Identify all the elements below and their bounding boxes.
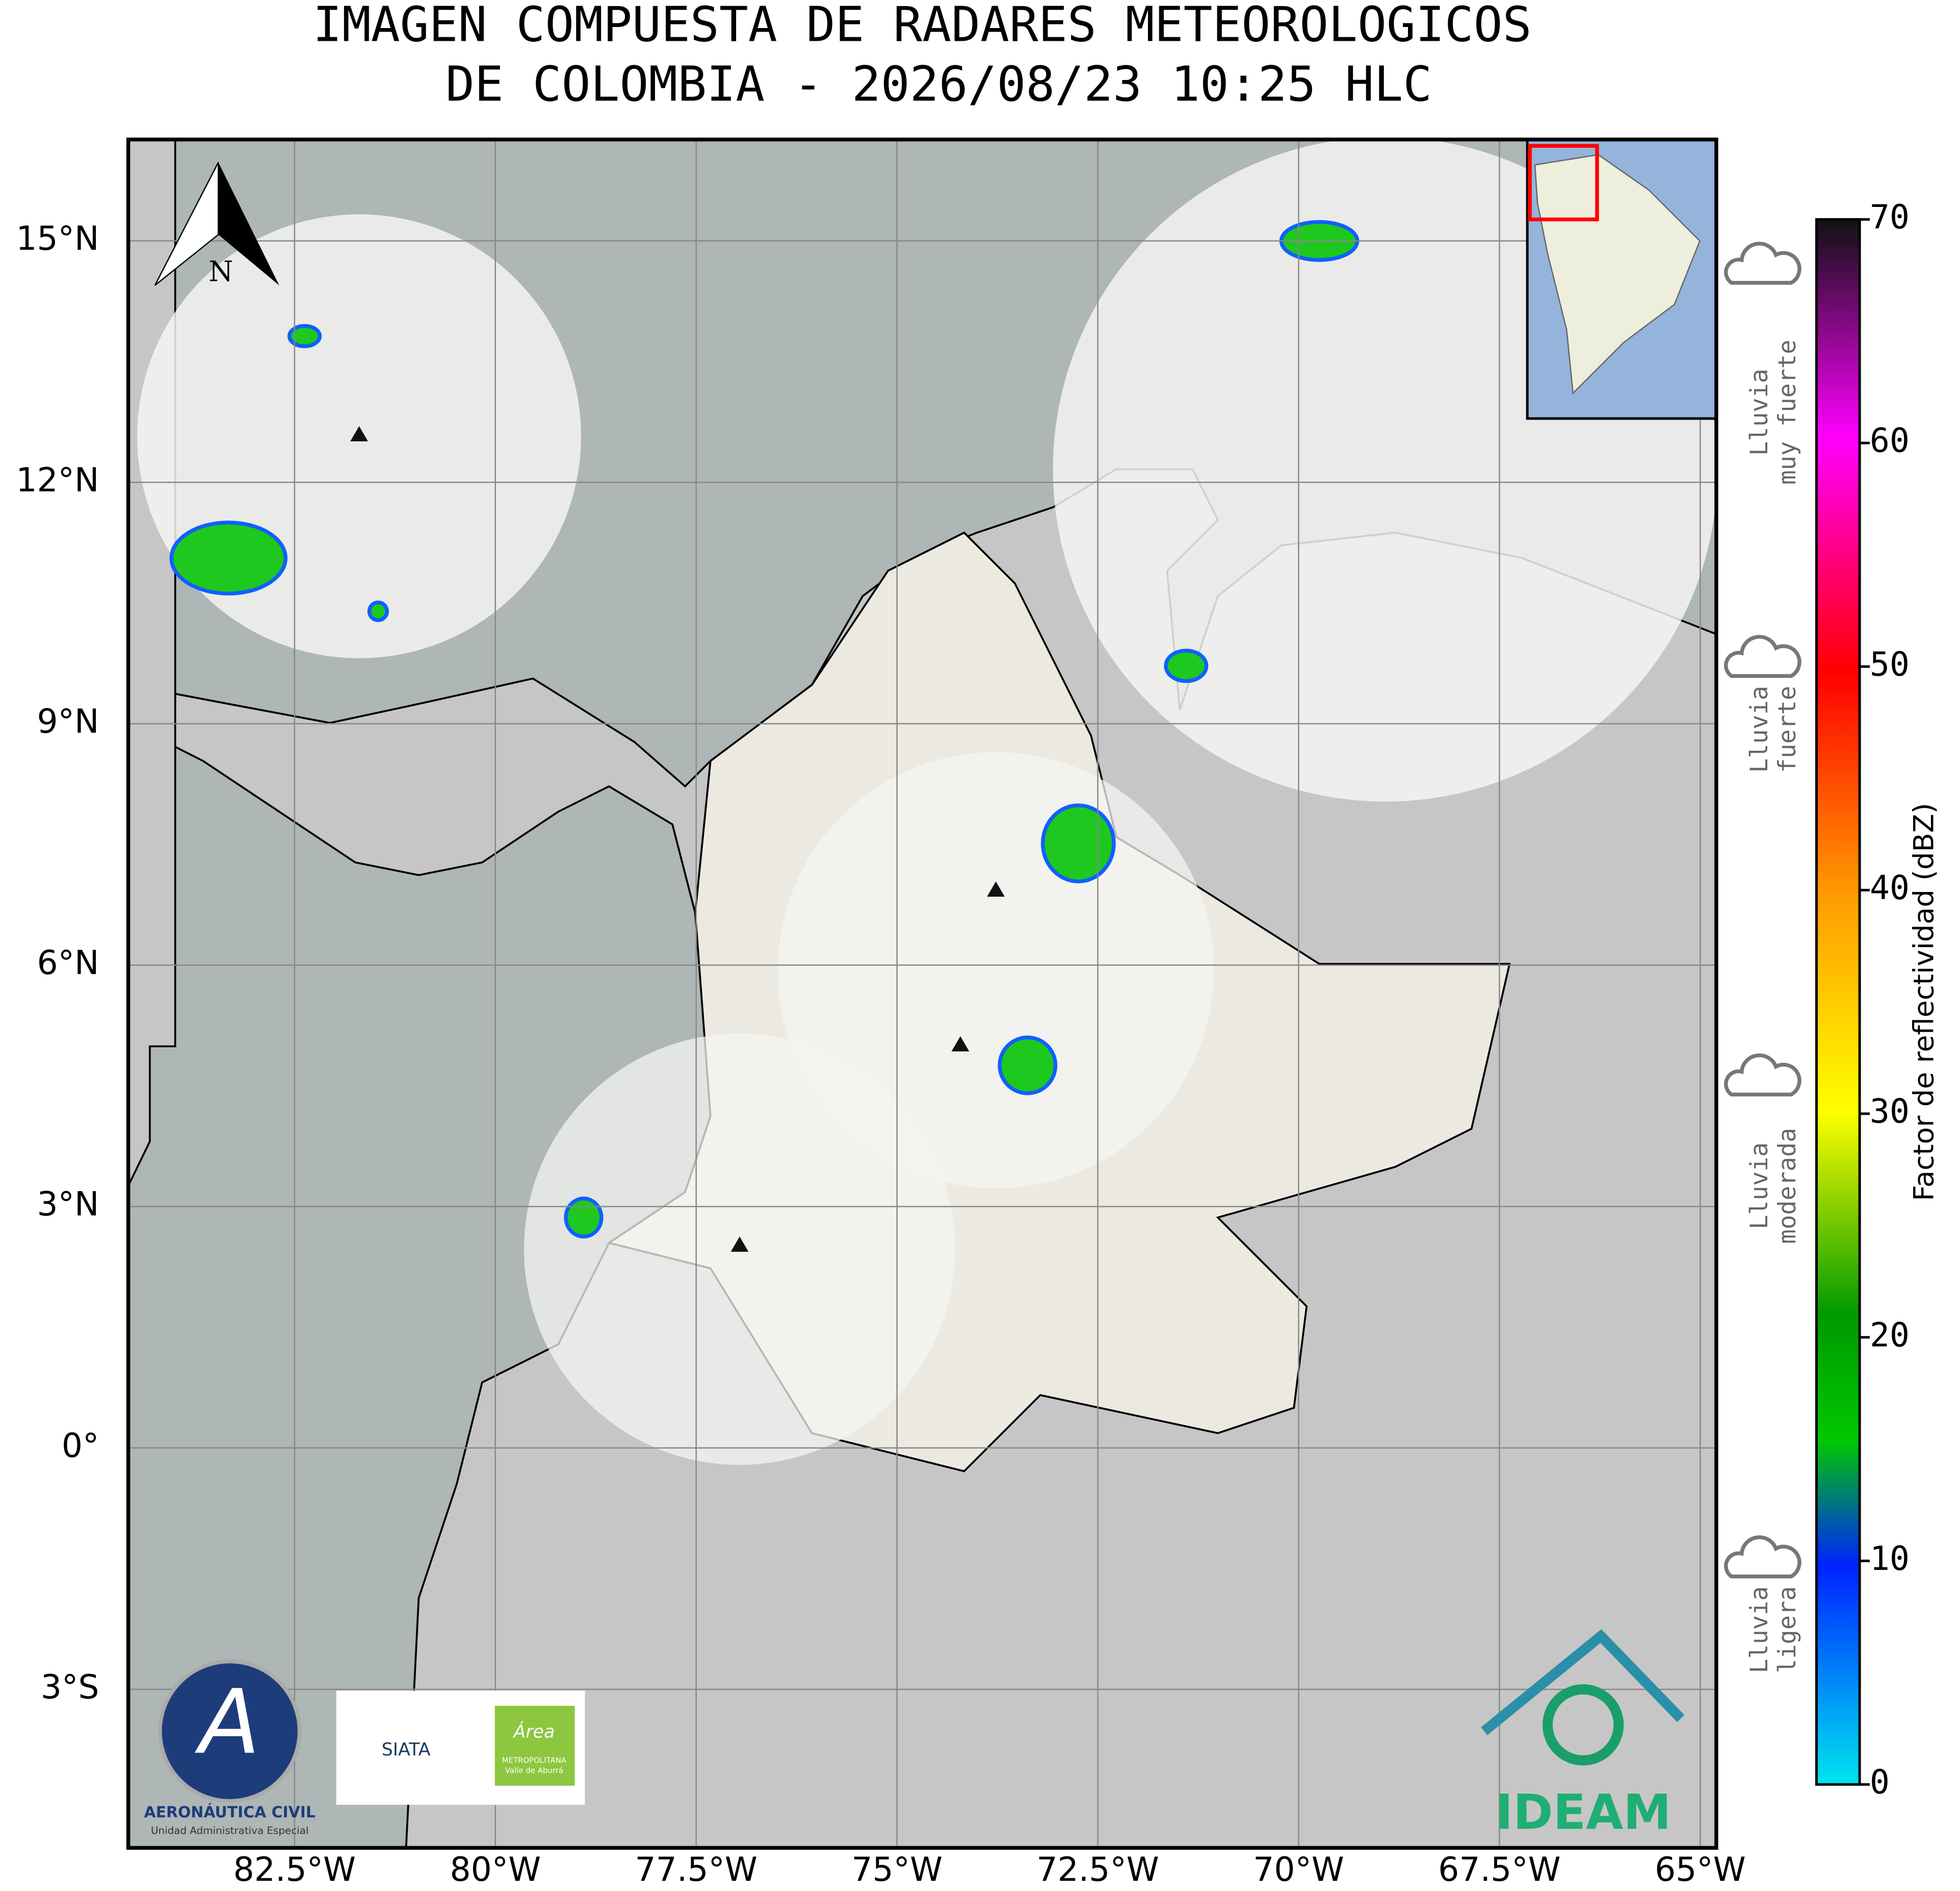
x-tick-label: 70°W [1253,1851,1344,1889]
title: IMAGEN COMPUESTA DE RADARES METEOROLOGIC… [313,0,1532,53]
ideam-swirl [1543,1684,1624,1766]
colorbar-tick-label: 40 [1870,869,1910,907]
colorbar-tick-label: 60 [1870,422,1910,460]
x-tick-label: 80°W [450,1851,541,1889]
rain-level-label: moderada [1773,1128,1801,1244]
colorbar-label: Factor de reflectividad (dBZ) [1907,803,1940,1201]
north-label: N [208,255,233,287]
x-tick-label: 65°W [1655,1851,1746,1889]
logo-text: Unidad Administrativa Especial [151,1825,308,1836]
y-tick-label: 6°N [37,944,99,982]
ideam-roof [1481,1629,1685,1736]
colorbar-tick-label: 70 [1870,198,1910,237]
x-tick-label: 75°W [851,1851,943,1889]
inset-box [1528,144,1599,222]
colorbar-tick-label: 0 [1870,1764,1890,1802]
map-frame [126,137,1718,1850]
rain-level-label: Lluvia [1745,1586,1773,1673]
logo-text: Valle de Aburrá [505,1766,563,1775]
inset-land [1534,154,1701,395]
x-tick-label: 77.5°W [635,1851,757,1889]
ticks: 82.5°W 80°W 77.5°W 75°W 72.5°W 70°W 67.5°W 65°W… [16,220,1745,1889]
y-tick-label: 9°N [37,702,99,741]
cloud-icon [1724,635,1801,678]
logo-text: AERONÁUTICA CIVIL [144,1803,316,1822]
cloud-icon [1724,1535,1801,1579]
y-tick-label: 3°N [37,1186,99,1224]
logo-text: Área [512,1721,555,1742]
land [128,139,176,1187]
y-tick-label: 15°N [16,220,99,258]
colorbar-tick-label: 50 [1870,645,1910,684]
y-tick-label: 12°N [16,461,99,500]
logo-text: SIATA [382,1740,431,1760]
y-tick-label: 0° [62,1427,99,1465]
colorbar-tick-label: 10 [1870,1540,1910,1578]
aerocivil-logo [158,1659,302,1803]
cloud-icon [1724,1053,1801,1097]
grid [128,139,1716,1848]
radar-sites [350,426,1005,1252]
title: DE COLOMBIA - 2026/08/23 10:25 HLC [446,57,1432,113]
logo-text: IDEAM [1495,1784,1671,1841]
rain-level-label: Lluvia [1745,369,1773,456]
logo-text: METROPOLITANA [502,1756,567,1765]
rain-level-label: muy fuerte [1773,339,1801,485]
map: N A AERONÁUTICA CIVIL Unidad Administrat… [128,139,1716,1848]
colorbar-tick-label: 30 [1870,1093,1910,1131]
rain-level-label: fuerte [1773,686,1801,773]
y-tick-label: 3°S [41,1668,99,1706]
x-tick-label: 82.5°W [233,1851,356,1889]
area-logo [494,1705,575,1786]
x-tick-label: 72.5°W [1036,1851,1159,1889]
cloud-icon [1724,242,1801,285]
x-tick-label: 67.5°W [1438,1851,1560,1889]
colorbar-tick-label: 20 [1870,1316,1910,1354]
aerocivil-mark: A [194,1671,260,1774]
rain-level-label: Lluvia [1745,1142,1773,1229]
rain-level-label: ligera [1773,1586,1801,1673]
colorbar [1815,218,1861,1786]
rain-level-label: Lluvia [1745,686,1773,773]
